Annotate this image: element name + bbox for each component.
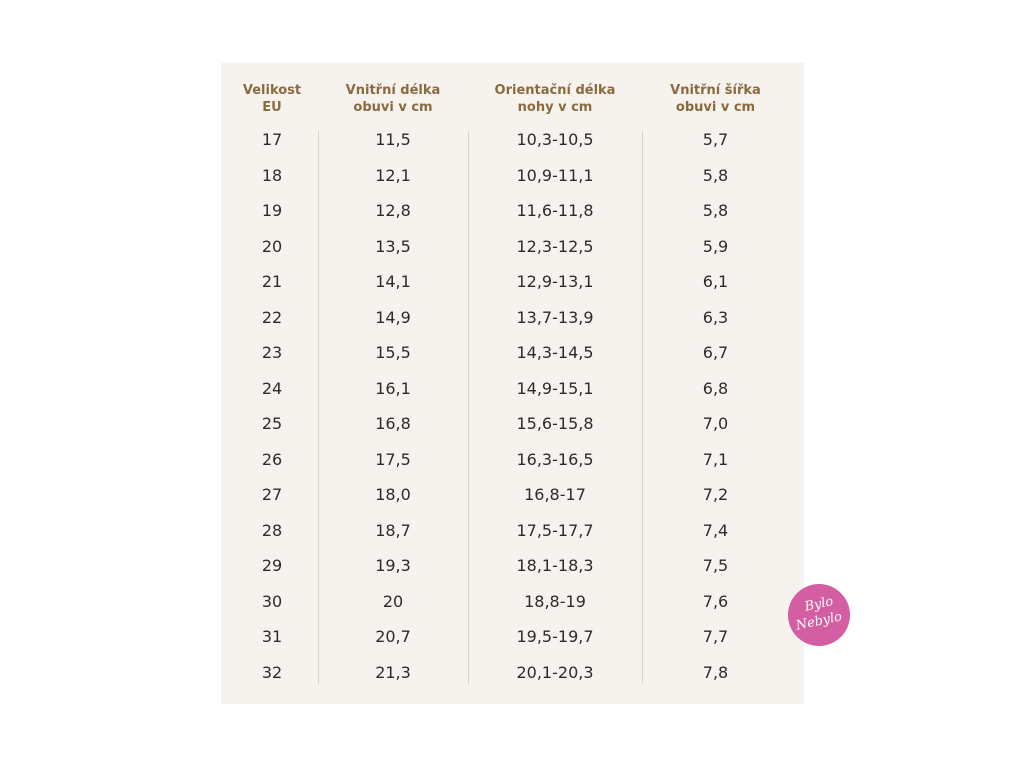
table-cell: 19,3 (375, 556, 411, 576)
table-cell: 7,4 (702, 520, 729, 540)
column-divider (468, 131, 469, 684)
table-cell: 18,8-19 (524, 591, 586, 611)
table-cell: 13,7-13,9 (516, 307, 594, 327)
column-header: Orientační délka nohy v cm (494, 83, 616, 115)
table-cell: 29 (261, 556, 283, 576)
table-cell: 30 (261, 591, 283, 611)
table-cell: 11,6-11,8 (516, 201, 594, 221)
table-cell: 16,8 (375, 414, 411, 434)
table-cell: 14,1 (375, 272, 411, 292)
table-cell: 19 (261, 201, 283, 221)
table-cell: 14,9-15,1 (516, 378, 594, 398)
table-cell: 22 (261, 307, 283, 327)
table-cell: 10,3-10,5 (516, 130, 594, 149)
table-cell: 17 (261, 130, 283, 149)
table-cell: 21 (261, 272, 283, 292)
table-cell: 20,1-20,3 (516, 662, 594, 682)
table-cell: 31 (261, 627, 283, 647)
table-cell: 6,8 (702, 378, 729, 398)
table-cell: 18,1-18,3 (516, 556, 594, 576)
bylo-nebylo-logo: Bylo Nebylo (788, 584, 850, 646)
table-cell: 24 (261, 378, 283, 398)
table-cell: 25 (261, 414, 283, 434)
table-cell: 12,8 (375, 201, 411, 221)
table-cell: 19,5-19,7 (516, 627, 594, 647)
table-cell: 7,0 (702, 414, 729, 434)
table-cell: 11,5 (375, 130, 411, 149)
table-cell: 7,1 (702, 449, 729, 469)
table-cell: 16,1 (375, 378, 411, 398)
table-cell: 15,6-15,8 (516, 414, 594, 434)
table-cell: 14,9 (375, 307, 411, 327)
table-cell: 7,2 (702, 485, 729, 505)
table-cell: 20,7 (375, 627, 411, 647)
table-cell: 18,0 (375, 485, 411, 505)
column-header: Velikost EU (242, 83, 302, 115)
column-header: Vnitřní šířka obuvi v cm (670, 83, 761, 115)
column-divider (642, 131, 643, 684)
table-cell: 5,8 (702, 201, 729, 221)
table-cell: 16,8-17 (524, 485, 586, 505)
table-cell: 20 (261, 236, 283, 256)
table-cell: 12,9-13,1 (516, 272, 594, 292)
table-cell: 10,9-11,1 (516, 165, 594, 185)
table-cell: 21,3 (375, 662, 411, 682)
table-cell: 14,3-14,5 (516, 343, 594, 363)
table-cell: 28 (261, 520, 283, 540)
table-cell: 6,3 (702, 307, 729, 327)
table-cell: 7,5 (702, 556, 729, 576)
table-cell: 18,7 (375, 520, 411, 540)
table-cell: 15,5 (375, 343, 411, 363)
column-header: Vnitřní délka obuvi v cm (345, 83, 441, 115)
table-cell: 27 (261, 485, 283, 505)
table-cell: 12,3-12,5 (516, 236, 594, 256)
table-cell: 20 (382, 591, 404, 611)
table-cell: 5,7 (702, 130, 729, 149)
table-cell: 17,5 (375, 449, 411, 469)
table-cell: 6,7 (702, 343, 729, 363)
table-cell: 7,8 (702, 662, 729, 682)
table-cell: 5,8 (702, 165, 729, 185)
table-cell: 17,5-17,7 (516, 520, 594, 540)
size-chart-card: Velikost EU 17 18 19 20 21 22 23 24 25 26 27 28 29 30… (221, 63, 804, 704)
table-cell: 5,9 (702, 236, 729, 256)
table-cell: 32 (261, 662, 283, 682)
table-cell: 7,6 (702, 591, 729, 611)
table-cell: 26 (261, 449, 283, 469)
table-cell: 12,1 (375, 165, 411, 185)
column-divider (318, 131, 319, 684)
table-cell: 7,7 (702, 627, 729, 647)
table-cell: 23 (261, 343, 283, 363)
table-cell: 13,5 (375, 236, 411, 256)
table-cell: 6,1 (702, 272, 729, 292)
table-cell: 18 (261, 165, 283, 185)
table-cell: 16,3-16,5 (516, 449, 594, 469)
